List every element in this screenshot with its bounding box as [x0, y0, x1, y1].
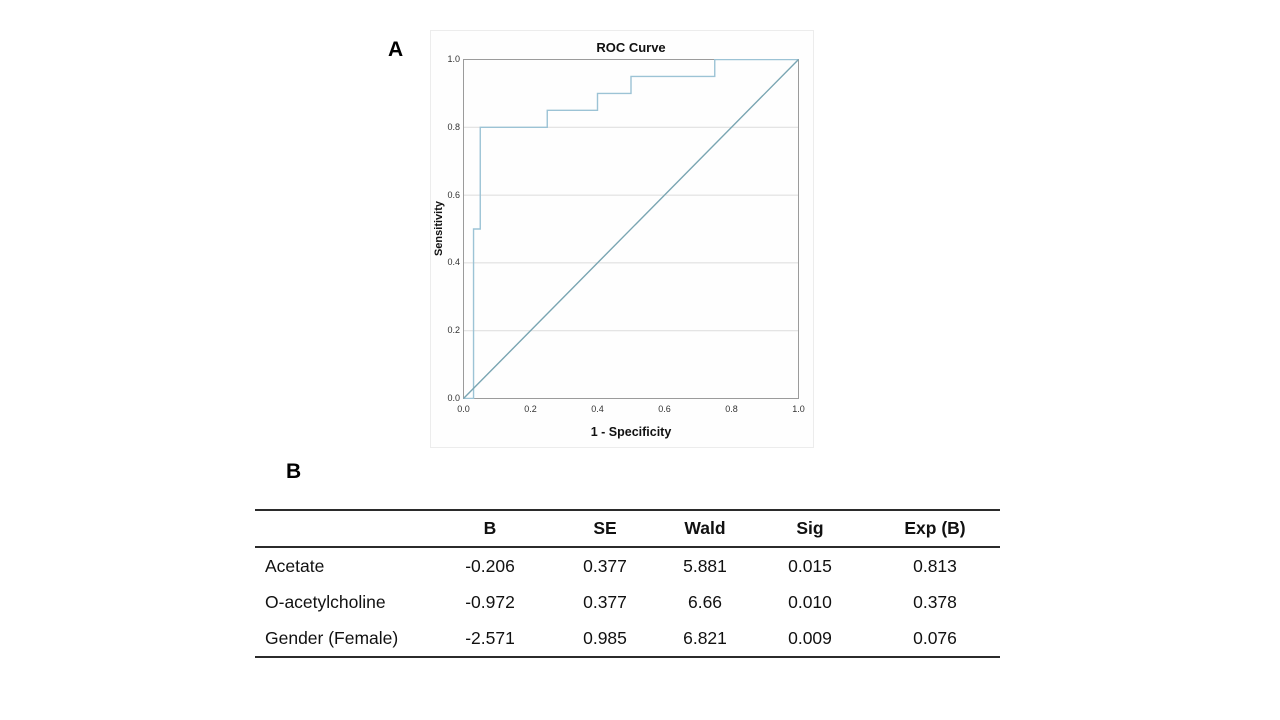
x-axis-label: 1 - Specificity — [590, 425, 672, 439]
y-axis-label: Sensitivity — [433, 201, 445, 257]
roc-chart: ROC Curve Sensitivity 0.0 0.2 0.4 0.6 0.8 1.0… — [430, 30, 814, 448]
cell: 0.076 — [913, 627, 957, 648]
cell: 0.813 — [913, 555, 957, 576]
cell: -2.571 — [465, 627, 515, 648]
panel-b-label: B — [286, 460, 302, 483]
row-label: O-acetylcholine — [265, 591, 386, 612]
cell: 5.881 — [683, 555, 727, 576]
cell: -0.206 — [465, 555, 515, 576]
x-tick-label: 0.0 — [457, 404, 470, 414]
chart-title: ROC Curve — [596, 40, 666, 55]
x-tick-label: 0.6 — [658, 404, 671, 414]
corner-cell — [255, 510, 430, 547]
y-axis-label-wrap: Sensitivity — [431, 59, 447, 399]
table-row: O-acetylcholine -0.972 0.377 6.66 0.010 … — [255, 584, 1000, 620]
col-header-wald: Wald — [684, 518, 726, 538]
row-label: Acetate — [265, 555, 325, 576]
x-tick-label: 0.4 — [591, 404, 604, 414]
x-tick-label: 0.8 — [725, 404, 738, 414]
panel-a-label: A — [388, 38, 404, 61]
col-header-expb: Exp (B) — [904, 518, 966, 538]
col-header-b: B — [483, 518, 497, 538]
x-tick-label: 0.2 — [524, 404, 537, 414]
regression-table: B SE Wald Sig Exp (B) Acetate -0.206 0.3… — [255, 509, 1000, 658]
cell: 0.015 — [788, 555, 832, 576]
col-header-sig: Sig — [796, 518, 824, 538]
cell: 0.009 — [788, 627, 832, 648]
table-row: Acetate -0.206 0.377 5.881 0.015 0.813 — [255, 547, 1000, 584]
cell: 0.010 — [788, 591, 832, 612]
table-header-row: B SE Wald Sig Exp (B) — [255, 510, 1000, 547]
cell: -0.972 — [465, 591, 515, 612]
cell: 0.377 — [583, 591, 627, 612]
cell: 6.821 — [683, 627, 727, 648]
cell: 6.66 — [687, 591, 723, 612]
cell: 0.377 — [583, 555, 627, 576]
table-row: Gender (Female) -2.571 0.985 6.821 0.009… — [255, 620, 1000, 657]
col-header-se: SE — [593, 518, 617, 538]
cell: 0.378 — [913, 591, 957, 612]
cell: 0.985 — [583, 627, 627, 648]
x-tick-label: 1.0 — [792, 404, 805, 414]
row-label: Gender (Female) — [265, 627, 399, 648]
roc-plot-area — [463, 59, 799, 399]
